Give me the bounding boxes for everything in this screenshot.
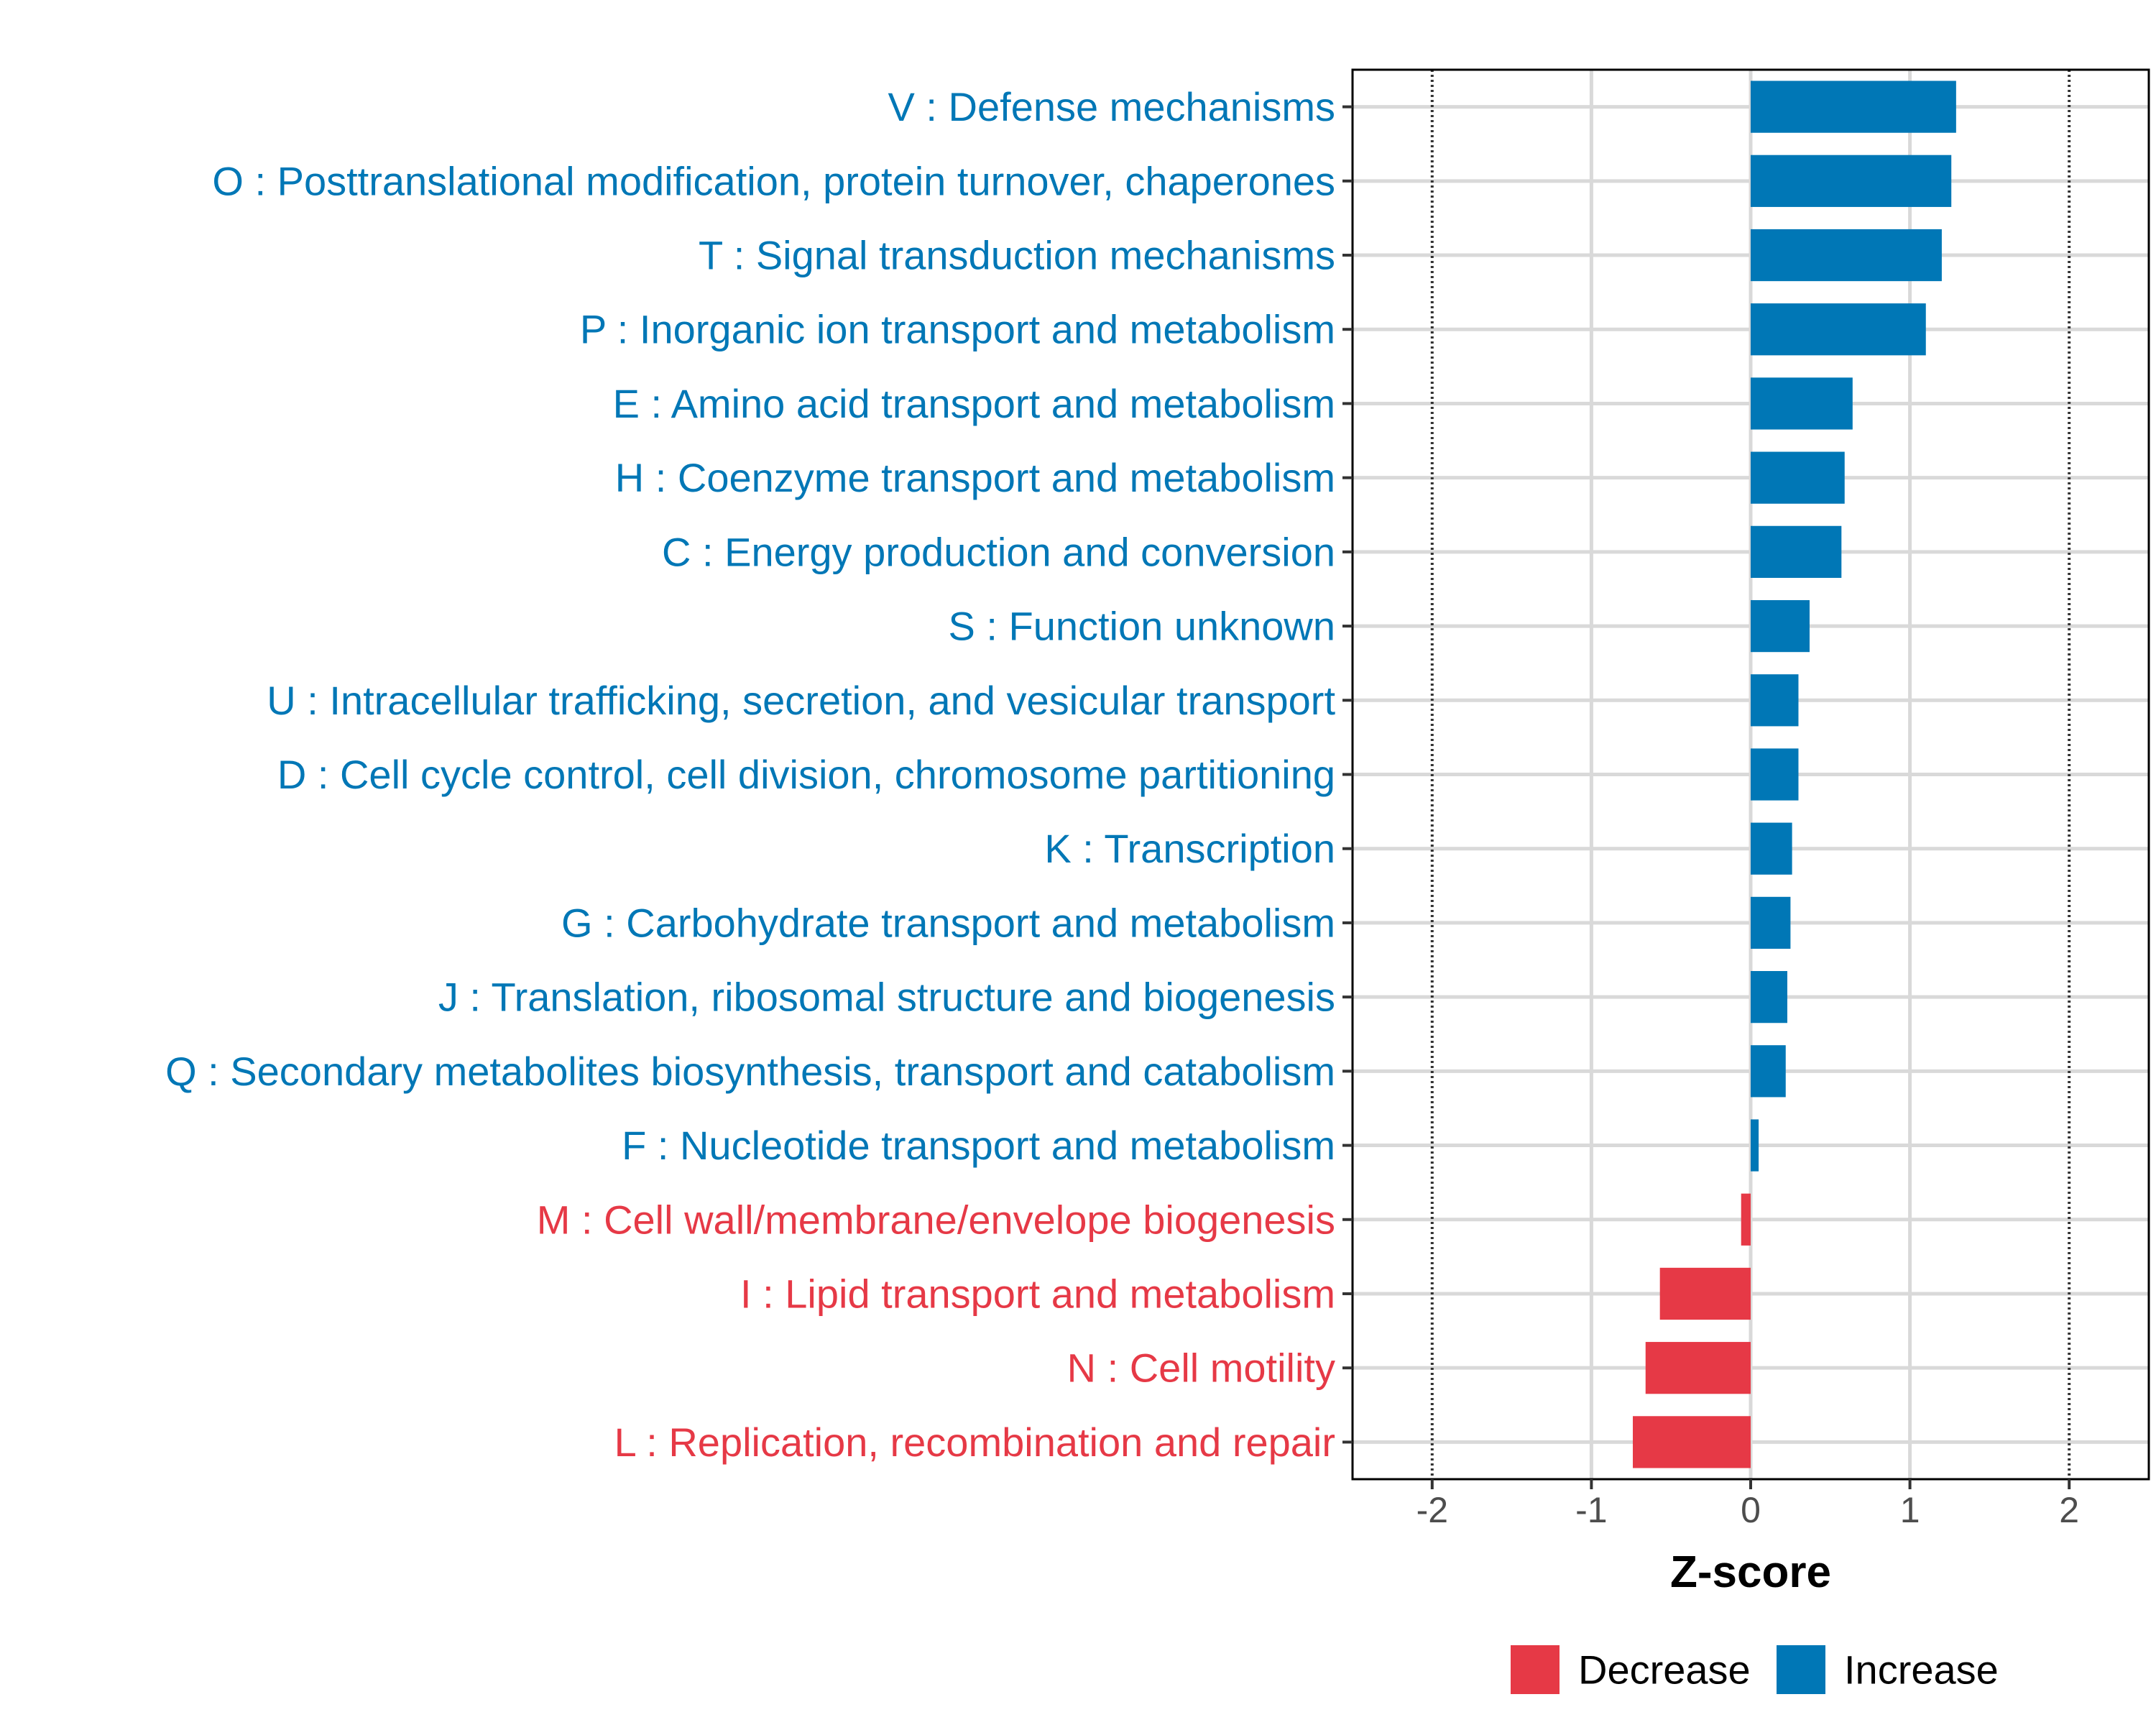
- bar: [1751, 377, 1853, 430]
- tick-layer: -2 -1 0 1 2: [1342, 105, 2079, 1530]
- category-label: T : Signal transduction mechanisms: [699, 233, 1335, 278]
- bar: [1633, 1416, 1751, 1468]
- category-label: F : Nucleotide transport and metabolism: [622, 1123, 1335, 1168]
- bar: [1751, 599, 1810, 653]
- bar: [1751, 896, 1791, 949]
- category-labels: V : Defense mechanisms O : Posttranslatio…: [165, 84, 1335, 1465]
- legend-swatch: [1511, 1645, 1560, 1694]
- legend-label: Decrease: [1578, 1647, 1751, 1693]
- bar: [1751, 229, 1942, 282]
- bar: [1751, 303, 1926, 356]
- category-label: P : Inorganic ion transport and metaboli…: [580, 307, 1335, 352]
- category-label: H : Coenzyme transport and metabolism: [615, 455, 1335, 500]
- legend-swatch: [1777, 1645, 1825, 1694]
- category-label: J : Translation, ribosomal structure and…: [438, 975, 1335, 1020]
- x-tick-label: 2: [2059, 1490, 2079, 1530]
- bar: [1751, 525, 1842, 578]
- bar: [1751, 1045, 1786, 1098]
- bar: [1751, 748, 1799, 801]
- bar: [1645, 1342, 1751, 1394]
- bar: [1751, 1119, 1759, 1172]
- bar: [1741, 1193, 1751, 1246]
- category-label: G : Carbohydrate transport and metabolis…: [561, 900, 1335, 945]
- category-label: V : Defense mechanisms: [888, 84, 1335, 129]
- category-label: N : Cell motility: [1067, 1346, 1335, 1391]
- bar: [1751, 155, 1952, 207]
- category-label: C : Energy production and conversion: [662, 529, 1335, 574]
- category-label: U : Intracellular trafficking, secretion…: [267, 678, 1335, 723]
- bar: [1751, 971, 1787, 1024]
- category-label: D : Cell cycle control, cell division, c…: [277, 752, 1335, 797]
- category-label: K : Transcription: [1044, 826, 1335, 871]
- x-axis-title: Z-score: [1670, 1547, 1831, 1597]
- bar-layer: [1633, 80, 1956, 1468]
- x-tick-label: 0: [1741, 1490, 1761, 1530]
- bar: [1751, 822, 1792, 875]
- bar: [1751, 674, 1799, 727]
- category-label: M : Cell wall/membrane/envelope biogenes…: [537, 1197, 1335, 1242]
- x-tick-label: 1: [1900, 1490, 1920, 1530]
- bar: [1751, 451, 1845, 504]
- category-label: Q : Secondary metabolites biosynthesis, …: [165, 1049, 1335, 1094]
- category-label: S : Function unknown: [948, 604, 1335, 649]
- bar: [1751, 80, 1956, 133]
- x-tick-label: -2: [1416, 1490, 1448, 1530]
- legend: Decrease Increase: [1511, 1645, 1999, 1694]
- category-label: I : Lipid transport and metabolism: [740, 1271, 1335, 1316]
- category-label: E : Amino acid transport and metabolism: [613, 381, 1335, 426]
- category-label: L : Replication, recombination and repai…: [614, 1420, 1335, 1465]
- category-label: O : Posttranslational modification, prot…: [212, 158, 1335, 203]
- bar: [1659, 1267, 1751, 1320]
- x-tick-label: -1: [1575, 1490, 1607, 1530]
- legend-label: Increase: [1844, 1647, 1999, 1693]
